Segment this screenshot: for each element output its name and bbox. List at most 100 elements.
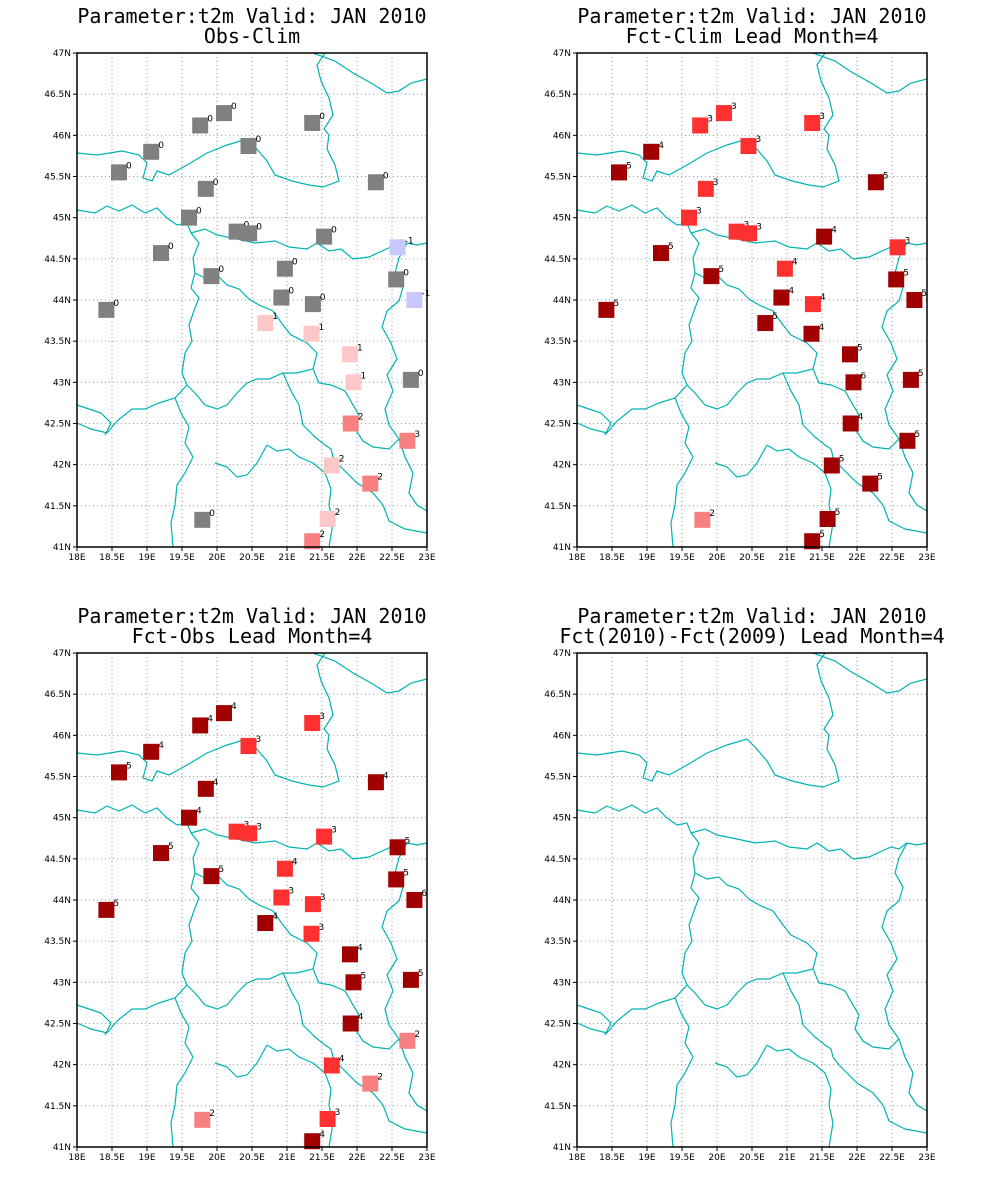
y-tick-label: 41.5N xyxy=(544,502,571,512)
station-marker xyxy=(342,346,358,363)
station-value-label: 5 xyxy=(903,268,909,278)
station-marker xyxy=(902,371,919,388)
station-marker xyxy=(304,296,321,313)
axis-ticks: 18E 18.5E 19E 19.5E 20E 20.5E 21E 21.5E 22E 22.5E… xyxy=(544,649,936,1163)
station-marker xyxy=(257,915,274,932)
station-value-label: 5 xyxy=(361,971,367,981)
station-value-label: 2 xyxy=(335,508,341,518)
panel-title-line1: Parameter:t2m Valid: JAN 2010 xyxy=(77,604,426,628)
station-value-label: 5 xyxy=(626,161,632,171)
station-marker xyxy=(367,174,384,191)
station-marker xyxy=(273,289,290,306)
x-tick-label: 18.5E xyxy=(99,1153,125,1163)
station-marker xyxy=(842,415,859,432)
station-value-label: 5 xyxy=(877,473,883,483)
station-value-label: 3 xyxy=(696,207,702,217)
panel-title-line2: Fct-Clim Lead Month=4 xyxy=(626,24,879,48)
y-tick-label: 44N xyxy=(553,896,571,906)
x-tick-label: 20E xyxy=(208,1153,225,1163)
y-tick-label: 43N xyxy=(53,978,71,988)
station-markers: 443345444333554553635434554242234 xyxy=(98,702,427,1150)
station-marker xyxy=(399,1032,416,1049)
x-tick-label: 23E xyxy=(918,1153,935,1163)
y-tick-label: 44.5N xyxy=(544,855,571,865)
panel-title-line1: Parameter:t2m Valid: JAN 2010 xyxy=(77,4,426,28)
station-marker xyxy=(345,974,362,991)
station-marker xyxy=(304,1133,321,1150)
station-value-label: 4 xyxy=(820,293,826,303)
station-marker xyxy=(773,289,790,306)
station-marker xyxy=(304,114,321,131)
y-tick-label: 43N xyxy=(553,978,571,988)
station-marker xyxy=(697,180,714,197)
y-tick-label: 43.5N xyxy=(544,337,571,347)
station-marker xyxy=(304,714,321,731)
station-marker xyxy=(316,228,333,245)
x-tick-label: 21.5E xyxy=(809,553,835,563)
station-value-label: 6 xyxy=(421,889,427,899)
x-tick-label: 22E xyxy=(348,1153,365,1163)
y-tick-label: 46N xyxy=(53,731,71,741)
x-tick-label: 18E xyxy=(68,553,85,563)
station-value-label: 0 xyxy=(320,293,326,303)
station-marker xyxy=(653,245,669,262)
station-marker xyxy=(240,738,257,755)
station-marker xyxy=(240,138,257,155)
y-tick-label: 41N xyxy=(53,1143,71,1153)
station-value-label: 5 xyxy=(718,265,724,275)
x-tick-label: 18E xyxy=(568,553,585,563)
x-tick-label: 18E xyxy=(68,1153,85,1163)
y-tick-label: 46N xyxy=(553,731,571,741)
x-tick-label: 20.5E xyxy=(739,553,765,563)
x-tick-label: 18E xyxy=(568,1153,585,1163)
y-tick-label: 45.5N xyxy=(544,173,571,183)
graticule xyxy=(77,53,427,547)
station-marker xyxy=(98,301,115,318)
y-tick-label: 41.5N xyxy=(44,502,71,512)
y-tick-label: 43.5N xyxy=(544,937,571,947)
station-marker xyxy=(406,892,423,908)
station-marker xyxy=(194,1111,211,1128)
station-marker xyxy=(273,889,290,906)
station-marker xyxy=(694,511,711,528)
station-value-label: 5 xyxy=(403,868,409,878)
station-marker xyxy=(303,925,320,942)
station-marker xyxy=(889,239,906,256)
station-marker xyxy=(367,774,384,791)
y-tick-label: 46.5N xyxy=(44,90,71,100)
station-marker xyxy=(804,296,821,313)
station-value-label: 4 xyxy=(788,287,794,297)
station-marker xyxy=(757,315,774,332)
x-tick-label: 22.5E xyxy=(379,1153,405,1163)
station-marker xyxy=(153,845,169,862)
station-value-label: 0 xyxy=(319,112,325,122)
panel-title-line1: Parameter:t2m Valid: JAN 2010 xyxy=(577,4,926,28)
station-value-label: 3 xyxy=(731,102,737,112)
station-value-label: 5 xyxy=(921,289,927,299)
x-tick-label: 18.5E xyxy=(599,1153,625,1163)
y-tick-label: 42.5N xyxy=(544,1020,571,1030)
y-tick-label: 45.5N xyxy=(44,773,71,783)
station-marker xyxy=(143,143,160,160)
station-marker xyxy=(181,809,197,826)
y-tick-label: 46N xyxy=(53,131,71,141)
station-value-label: 3 xyxy=(320,893,326,903)
station-value-label: 3 xyxy=(331,826,337,836)
station-value-label: 2 xyxy=(414,1030,420,1040)
station-value-label: 0 xyxy=(231,102,237,112)
station-value-label: 5 xyxy=(835,508,841,518)
panel-title-line2: Fct(2010)-Fct(2009) Lead Month=4 xyxy=(559,624,944,648)
y-tick-label: 41N xyxy=(53,543,71,553)
station-value-label: 1 xyxy=(357,343,363,353)
y-tick-label: 41.5N xyxy=(544,1102,571,1112)
graticule xyxy=(577,653,927,1147)
y-tick-label: 47N xyxy=(53,49,71,59)
y-tick-label: 46.5N xyxy=(544,90,571,100)
y-tick-label: 45N xyxy=(53,814,71,824)
station-value-label: 5 xyxy=(918,369,924,379)
station-marker xyxy=(241,225,258,242)
station-value-label: 5 xyxy=(418,969,424,979)
x-tick-label: 19E xyxy=(138,553,155,563)
